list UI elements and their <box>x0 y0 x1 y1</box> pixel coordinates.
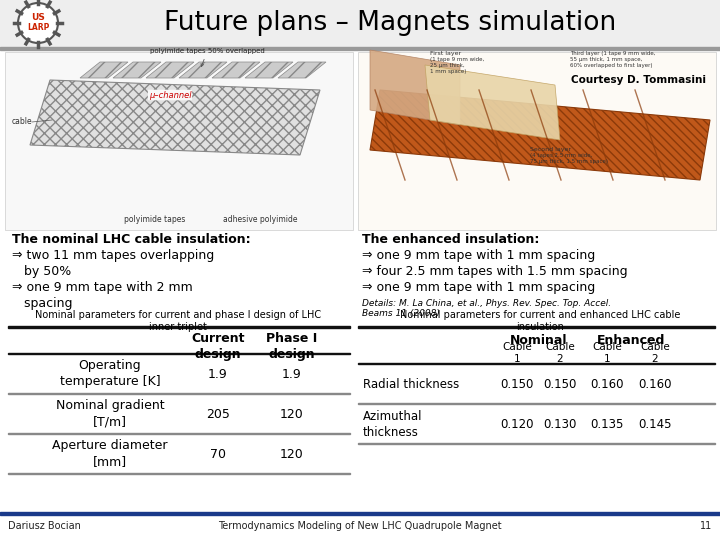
Text: 0.130: 0.130 <box>544 417 577 430</box>
Text: 120: 120 <box>280 448 304 461</box>
Text: Nominal: Nominal <box>510 334 568 347</box>
Bar <box>0 0 720 47</box>
Polygon shape <box>30 80 320 155</box>
Text: 25 μm thick,: 25 μm thick, <box>430 64 464 69</box>
Text: First layer: First layer <box>430 51 461 56</box>
Bar <box>0 47 720 50</box>
Text: 120: 120 <box>280 408 304 421</box>
Text: Termodynamics Modeling of New LHC Quadrupole Magnet: Termodynamics Modeling of New LHC Quadru… <box>218 521 502 531</box>
Text: 0.150: 0.150 <box>500 377 534 390</box>
Text: ⇒ one 9 mm tape with 2 mm: ⇒ one 9 mm tape with 2 mm <box>12 281 193 294</box>
Text: Nominal parameters for current and enhanced LHC cable
insulation: Nominal parameters for current and enhan… <box>400 310 680 332</box>
Text: 55 μm thick, 1 mm space,: 55 μm thick, 1 mm space, <box>570 57 642 62</box>
Text: adhesive polyimide: adhesive polyimide <box>222 215 297 225</box>
Text: LARP: LARP <box>27 23 49 31</box>
Text: Current
design: Current design <box>192 332 245 361</box>
Text: Dariusz Bocian: Dariusz Bocian <box>8 521 81 531</box>
Text: μ–channel: μ–channel <box>149 91 192 99</box>
Text: The enhanced insulation:: The enhanced insulation: <box>362 233 539 246</box>
Text: Radial thickness: Radial thickness <box>363 377 459 390</box>
Bar <box>358 362 715 364</box>
Polygon shape <box>425 65 560 140</box>
Polygon shape <box>278 62 326 78</box>
Bar <box>8 473 350 474</box>
Bar <box>8 433 350 434</box>
Text: Cable
1: Cable 1 <box>592 342 622 363</box>
Text: Nominal gradient
[T/m]: Nominal gradient [T/m] <box>55 400 164 429</box>
Text: Third layer (1 tape 9 mm wide,: Third layer (1 tape 9 mm wide, <box>570 51 655 56</box>
Polygon shape <box>179 62 227 78</box>
Text: spacing: spacing <box>12 297 73 310</box>
Text: Cable
2: Cable 2 <box>545 342 575 363</box>
Text: 11: 11 <box>700 521 712 531</box>
Text: Cable
1: Cable 1 <box>502 342 532 363</box>
Text: Details: M. La China, et al., Phys. Rev. Spec. Top. Accel.
Beams 11 (2008): Details: M. La China, et al., Phys. Rev.… <box>362 299 611 319</box>
Polygon shape <box>370 50 460 125</box>
Bar <box>0 511 720 515</box>
Polygon shape <box>146 62 194 78</box>
Text: US: US <box>31 14 45 23</box>
Polygon shape <box>80 62 128 78</box>
Text: 75 μm thick, 1.5 mm space): 75 μm thick, 1.5 mm space) <box>530 159 608 165</box>
Text: 1.9: 1.9 <box>282 368 302 381</box>
Text: (1 tape 9 mm wide,: (1 tape 9 mm wide, <box>430 57 485 63</box>
Text: polyimide tapes 50% overlapped: polyimide tapes 50% overlapped <box>150 48 265 66</box>
Text: 0.135: 0.135 <box>590 417 624 430</box>
Text: 0.120: 0.120 <box>500 417 534 430</box>
Text: ⇒ one 9 mm tape with 1 mm spacing: ⇒ one 9 mm tape with 1 mm spacing <box>362 249 595 262</box>
Text: Aperture diameter
[mm]: Aperture diameter [mm] <box>53 440 168 469</box>
Text: Second layer: Second layer <box>530 147 571 152</box>
Text: Phase I
design: Phase I design <box>266 332 318 361</box>
Polygon shape <box>212 62 260 78</box>
Bar <box>8 353 350 354</box>
Text: 1 mm space): 1 mm space) <box>430 70 467 75</box>
Text: Operating
temperature [K]: Operating temperature [K] <box>60 360 161 388</box>
Text: Enhanced: Enhanced <box>598 334 666 347</box>
Text: ⇒ one 9 mm tape with 1 mm spacing: ⇒ one 9 mm tape with 1 mm spacing <box>362 281 595 294</box>
Text: The nominal LHC cable insulation:: The nominal LHC cable insulation: <box>12 233 251 246</box>
Bar <box>358 443 715 444</box>
Bar <box>8 326 350 328</box>
Text: 205: 205 <box>206 408 230 421</box>
Text: 0.160: 0.160 <box>638 377 672 390</box>
Bar <box>358 326 715 328</box>
Text: by 50%: by 50% <box>12 265 71 278</box>
Polygon shape <box>370 90 710 180</box>
Text: 0.160: 0.160 <box>590 377 624 390</box>
Text: 1.9: 1.9 <box>208 368 228 381</box>
Text: (4 tapes 2.5 mm wide,: (4 tapes 2.5 mm wide, <box>530 153 593 159</box>
Bar <box>358 403 715 404</box>
Text: 60% overlapped to first layer): 60% overlapped to first layer) <box>570 63 652 68</box>
Text: 70: 70 <box>210 448 226 461</box>
Polygon shape <box>245 62 293 78</box>
Text: ⇒ four 2.5 mm tapes with 1.5 mm spacing: ⇒ four 2.5 mm tapes with 1.5 mm spacing <box>362 265 628 278</box>
Text: 0.145: 0.145 <box>638 417 672 430</box>
Bar <box>5 52 353 230</box>
Circle shape <box>18 3 58 43</box>
Text: polyimide tapes: polyimide tapes <box>125 215 186 225</box>
Polygon shape <box>113 62 161 78</box>
Text: ⇒ two 11 mm tapes overlapping: ⇒ two 11 mm tapes overlapping <box>12 249 215 262</box>
Text: 0.150: 0.150 <box>544 377 577 390</box>
Text: Nominal parameters for current and phase I design of LHC
inner triplet: Nominal parameters for current and phase… <box>35 310 321 332</box>
Text: Courtesy D. Tommasini: Courtesy D. Tommasini <box>571 75 706 85</box>
Text: Cable
2: Cable 2 <box>640 342 670 363</box>
Bar <box>8 393 350 394</box>
Text: Azimuthal
thickness: Azimuthal thickness <box>363 409 423 438</box>
Text: cable: cable <box>12 118 32 126</box>
Bar <box>358 52 716 230</box>
Text: Future plans – Magnets simulation: Future plans – Magnets simulation <box>164 10 616 36</box>
